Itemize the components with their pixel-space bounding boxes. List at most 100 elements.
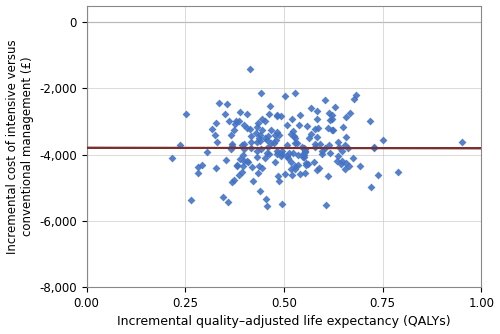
Point — [272, 148, 280, 154]
Point — [289, 129, 297, 134]
Point — [291, 167, 299, 172]
Point — [324, 173, 332, 178]
Point — [346, 111, 354, 116]
Point — [292, 140, 300, 146]
Point — [254, 120, 262, 126]
Point — [302, 162, 310, 167]
Point — [240, 141, 248, 146]
Point — [302, 160, 310, 165]
Point — [312, 126, 320, 132]
Point — [256, 132, 264, 137]
Point — [238, 143, 246, 148]
Point — [379, 138, 387, 143]
Point — [264, 134, 272, 139]
Point — [341, 166, 349, 172]
Point — [295, 123, 303, 128]
Point — [208, 127, 216, 132]
Point — [264, 203, 272, 209]
Point — [287, 167, 295, 172]
X-axis label: Incremental quality–adjusted life expectancy (QALYs): Incremental quality–adjusted life expect… — [117, 315, 451, 328]
Point — [278, 201, 286, 207]
Point — [374, 172, 382, 178]
Point — [249, 178, 257, 184]
Point — [283, 153, 291, 158]
Point — [276, 153, 284, 159]
Point — [272, 137, 280, 142]
Point — [232, 163, 240, 168]
Point — [337, 161, 345, 166]
Point — [288, 172, 296, 178]
Point — [330, 104, 338, 110]
Point — [296, 112, 304, 117]
Point — [255, 163, 263, 169]
Point — [258, 127, 266, 133]
Point — [261, 155, 269, 161]
Point — [316, 141, 324, 147]
Point — [215, 100, 223, 105]
Point — [345, 163, 353, 168]
Point — [342, 114, 350, 119]
Point — [253, 140, 261, 145]
Point — [338, 148, 346, 154]
Point — [292, 91, 300, 96]
Point — [274, 129, 281, 134]
Point — [265, 112, 273, 117]
Point — [262, 197, 270, 202]
Point — [248, 165, 256, 170]
Point — [257, 146, 265, 152]
Point — [182, 111, 190, 117]
Point — [238, 169, 246, 174]
Point — [253, 125, 261, 130]
Point — [283, 142, 291, 147]
Point — [313, 108, 321, 114]
Point — [314, 125, 322, 131]
Point — [267, 140, 275, 146]
Point — [335, 145, 343, 150]
Point — [235, 118, 243, 123]
Point — [261, 119, 269, 124]
Point — [211, 132, 219, 138]
Point — [232, 119, 240, 124]
Point — [168, 155, 176, 161]
Point — [350, 156, 358, 161]
Point — [344, 145, 352, 151]
Point — [299, 154, 307, 160]
Point — [325, 111, 333, 116]
Point — [240, 159, 248, 164]
Point — [252, 148, 260, 153]
Point — [298, 145, 306, 150]
Point — [292, 136, 300, 141]
Point — [300, 155, 308, 160]
Point — [334, 140, 342, 145]
Point — [268, 127, 276, 133]
Point — [238, 163, 246, 169]
Point — [328, 117, 336, 122]
Point — [194, 170, 202, 176]
Point — [243, 111, 251, 117]
Point — [370, 145, 378, 150]
Point — [225, 119, 233, 124]
Point — [212, 166, 220, 171]
Point — [301, 147, 309, 152]
Point — [338, 158, 346, 164]
Point — [288, 159, 296, 164]
Point — [266, 103, 274, 109]
Point — [247, 145, 255, 151]
Point — [333, 158, 341, 163]
Point — [228, 141, 236, 146]
Point — [264, 145, 272, 150]
Point — [266, 151, 274, 157]
Point — [194, 164, 202, 170]
Point — [272, 159, 280, 165]
Point — [284, 151, 292, 156]
Point — [227, 146, 235, 151]
Point — [310, 141, 318, 146]
Point — [313, 134, 321, 139]
Point — [224, 199, 232, 204]
Point — [294, 162, 302, 167]
Point — [300, 146, 308, 151]
Point — [315, 165, 323, 171]
Point — [292, 164, 300, 169]
Point — [248, 133, 256, 139]
Point — [341, 142, 349, 147]
